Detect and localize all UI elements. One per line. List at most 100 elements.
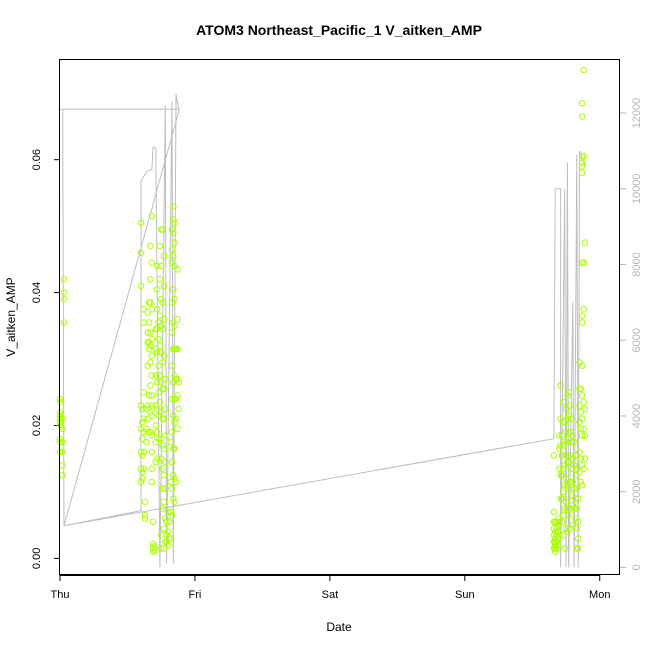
plot-elements: Thu Fri Sat Sun Mon 0.00 0.02 0.04 0.06 0 2000 4000… xyxy=(31,66,643,601)
data-point xyxy=(153,286,161,293)
data-point xyxy=(147,242,154,250)
data-point xyxy=(171,295,178,303)
data-point xyxy=(148,478,156,486)
data-point xyxy=(160,415,168,423)
data-point xyxy=(562,498,570,506)
data-point xyxy=(148,465,156,473)
data-point xyxy=(171,322,178,330)
y-left-tick-label: 0.04 xyxy=(31,282,43,303)
data-point xyxy=(580,153,587,160)
data-point xyxy=(570,505,578,512)
data-point xyxy=(580,398,587,406)
data-point xyxy=(577,425,585,433)
data-point xyxy=(168,458,176,466)
data-point xyxy=(170,216,177,223)
data-point xyxy=(160,445,168,453)
data-point xyxy=(554,515,562,522)
data-point xyxy=(164,528,172,536)
data-point xyxy=(157,455,165,463)
data-point xyxy=(168,428,176,436)
data-point xyxy=(139,418,146,426)
data-point xyxy=(147,382,154,389)
data-point xyxy=(560,442,567,449)
data-point xyxy=(170,495,177,502)
data-point xyxy=(139,405,146,413)
data-point xyxy=(160,498,168,506)
data-point xyxy=(568,492,575,499)
data-point xyxy=(144,402,151,409)
data-point xyxy=(578,163,586,170)
data-point xyxy=(148,432,156,439)
data-point xyxy=(565,458,573,466)
data-point xyxy=(144,428,151,436)
data-point xyxy=(553,545,560,552)
data-point xyxy=(574,545,582,552)
data-point xyxy=(153,405,161,413)
data-point xyxy=(569,478,577,486)
data-point xyxy=(139,452,146,459)
data-point xyxy=(561,545,569,552)
data-point xyxy=(550,525,558,532)
data-point xyxy=(162,485,169,492)
data-point xyxy=(566,478,574,486)
data-point xyxy=(568,415,575,423)
chart-title: ATOM3 Northeast_Pacific_1 V_aitken_AMP xyxy=(196,22,482,38)
data-point xyxy=(157,295,165,303)
data-point xyxy=(171,239,178,246)
data-point xyxy=(170,472,177,479)
data-point xyxy=(145,345,153,353)
data-point xyxy=(167,535,174,542)
data-point xyxy=(147,408,154,416)
data-point xyxy=(140,305,147,313)
data-point xyxy=(172,415,180,423)
data-point xyxy=(159,442,166,449)
y-left-tick-label: 0.02 xyxy=(31,415,43,436)
data-point xyxy=(153,455,161,463)
data-point xyxy=(160,385,168,393)
data-point xyxy=(556,518,563,526)
data-point xyxy=(148,259,156,267)
data-point xyxy=(558,518,566,526)
data-point xyxy=(159,325,166,333)
data-point xyxy=(168,395,176,403)
data-point xyxy=(60,295,68,303)
data-point xyxy=(171,445,178,453)
data-point xyxy=(149,518,157,526)
data-point xyxy=(174,425,181,433)
data-point xyxy=(162,515,169,522)
data-point xyxy=(562,525,570,532)
data-point xyxy=(581,455,589,463)
data-point xyxy=(564,438,571,446)
data-point xyxy=(560,488,567,496)
data-point xyxy=(147,329,154,336)
data-point xyxy=(578,482,586,489)
data-point xyxy=(144,329,151,336)
data-point xyxy=(60,289,68,296)
y-right-tick-label: 0 xyxy=(631,564,643,570)
data-point xyxy=(558,472,566,479)
data-point xyxy=(153,262,161,270)
data-point xyxy=(577,455,585,463)
data-point xyxy=(171,475,178,482)
data-point xyxy=(581,405,589,413)
data-point xyxy=(167,438,174,446)
data-point xyxy=(578,362,586,370)
data-point xyxy=(162,375,169,383)
data-point xyxy=(577,408,585,416)
data-point xyxy=(576,402,583,409)
data-point xyxy=(157,379,165,386)
data-point xyxy=(137,219,145,227)
data-point xyxy=(159,465,166,473)
data-point xyxy=(164,541,172,549)
x-tick-label: Thu xyxy=(51,589,70,601)
data-point xyxy=(168,226,176,233)
data-point xyxy=(160,525,168,532)
y-right-tick-label: 6000 xyxy=(631,328,643,352)
data-point xyxy=(560,465,567,473)
data-point xyxy=(570,485,578,492)
y-right-tick-label: 12000 xyxy=(631,98,643,129)
data-point xyxy=(152,345,160,353)
data-point xyxy=(578,99,586,107)
data-point xyxy=(159,299,166,306)
data-point xyxy=(573,485,581,492)
